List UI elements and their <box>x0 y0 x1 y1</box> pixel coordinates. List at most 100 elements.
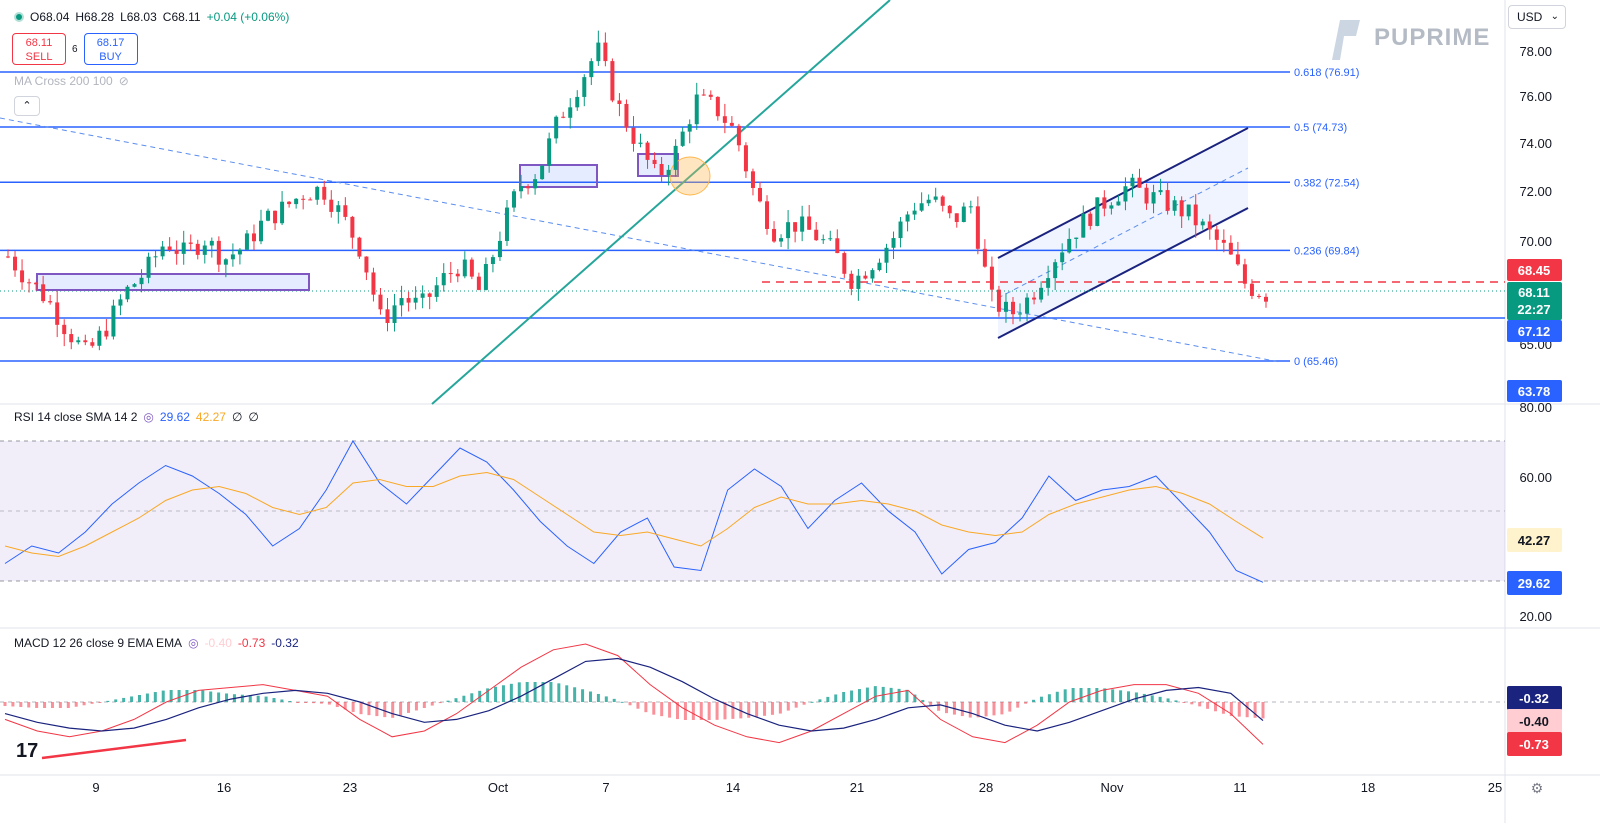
currency-selector[interactable]: USD ⌄ <box>1508 5 1566 29</box>
candle-body[interactable] <box>483 264 488 290</box>
macd-divergence-line[interactable] <box>41 738 187 760</box>
candle-body[interactable] <box>631 127 636 144</box>
rsi-settings-icon[interactable]: ◎ <box>143 410 154 424</box>
candle-body[interactable] <box>1165 190 1170 211</box>
candle-body[interactable] <box>1032 297 1037 300</box>
rsi-plot[interactable] <box>4 440 1264 583</box>
highlight-circle[interactable] <box>669 156 711 196</box>
candle-body[interactable] <box>476 276 481 290</box>
candle-body[interactable] <box>1018 313 1023 315</box>
candle-body[interactable] <box>722 116 727 123</box>
candle-body[interactable] <box>772 228 777 242</box>
channel-upper-line[interactable] <box>997 127 1249 259</box>
candle-body[interactable] <box>1235 254 1240 265</box>
candle-body[interactable] <box>708 94 713 97</box>
candle-body[interactable] <box>1221 239 1226 243</box>
candle-body[interactable] <box>6 256 10 258</box>
rsi-line[interactable] <box>4 440 1264 583</box>
candle-body[interactable] <box>301 198 306 200</box>
candle-body[interactable] <box>828 238 833 240</box>
candle-body[interactable] <box>97 330 102 346</box>
candle-body[interactable] <box>645 142 650 160</box>
candle-body[interactable] <box>687 124 692 132</box>
candle-body[interactable] <box>434 285 439 297</box>
candle-body[interactable] <box>800 216 805 232</box>
macd-signal-line[interactable] <box>4 657 1264 732</box>
candlestick-series[interactable] <box>6 30 1268 351</box>
candle-body[interactable] <box>765 201 770 229</box>
channel-lower-line[interactable] <box>997 207 1249 339</box>
candle-body[interactable] <box>420 293 425 298</box>
candle-body[interactable] <box>111 305 116 337</box>
macd-plot[interactable] <box>3 643 1265 745</box>
candle-body[interactable] <box>884 247 889 263</box>
rsi-legend[interactable]: RSI 14 close SMA 14 2 ◎ 29.62 42.27 ∅ ∅ <box>14 410 259 424</box>
candle-body[interactable] <box>701 94 706 96</box>
candle-body[interactable] <box>1081 213 1086 238</box>
candle-body[interactable] <box>715 96 720 117</box>
candle-body[interactable] <box>280 201 285 224</box>
candle-body[interactable] <box>146 256 151 278</box>
candle-body[interactable] <box>364 256 369 273</box>
candle-body[interactable] <box>1060 252 1065 263</box>
sell-button[interactable]: 68.11 SELL <box>12 33 66 65</box>
candle-body[interactable] <box>561 116 566 118</box>
candle-body[interactable] <box>1144 187 1149 204</box>
candle-body[interactable] <box>1151 192 1156 204</box>
candle-body[interactable] <box>729 122 734 126</box>
tradingview-logo-icon[interactable]: 17 <box>16 740 39 762</box>
candle-body[interactable] <box>160 246 165 257</box>
candle-body[interactable] <box>462 259 467 277</box>
consolidation-box-2[interactable] <box>519 164 598 188</box>
candle-body[interactable] <box>666 169 671 175</box>
candle-body[interactable] <box>996 289 1001 312</box>
candle-body[interactable] <box>1256 295 1261 297</box>
collapse-legend-button[interactable]: ⌃ <box>14 96 40 116</box>
candle-body[interactable] <box>617 100 622 104</box>
candle-body[interactable] <box>1116 201 1121 206</box>
candle-body[interactable] <box>624 103 629 128</box>
candle-body[interactable] <box>982 248 987 267</box>
candle-body[interactable] <box>244 233 249 250</box>
candle-body[interactable] <box>659 163 664 175</box>
candle-body[interactable] <box>849 273 854 289</box>
candle-body[interactable] <box>251 233 256 242</box>
candle-body[interactable] <box>1200 221 1205 226</box>
candle-body[interactable] <box>814 229 819 241</box>
candle-body[interactable] <box>905 214 910 222</box>
candle-body[interactable] <box>1249 283 1254 296</box>
candle-body[interactable] <box>947 205 952 214</box>
candle-body[interactable] <box>519 186 524 192</box>
candle-body[interactable] <box>891 238 896 248</box>
candle-body[interactable] <box>933 196 938 200</box>
candle-body[interactable] <box>793 222 798 232</box>
macd-settings-icon[interactable]: ◎ <box>188 636 199 650</box>
candle-body[interactable] <box>1228 242 1233 255</box>
candle-body[interactable] <box>554 116 559 139</box>
candle-body[interactable] <box>497 240 502 258</box>
candle-body[interactable] <box>1095 197 1100 226</box>
candle-body[interactable] <box>104 330 109 337</box>
candle-body[interactable] <box>1088 213 1093 226</box>
candle-body[interactable] <box>533 179 538 189</box>
candle-body[interactable] <box>195 243 200 255</box>
candle-body[interactable] <box>954 213 959 222</box>
candle-body[interactable] <box>582 77 587 97</box>
candle-body[interactable] <box>526 186 531 189</box>
candle-body[interactable] <box>48 301 53 303</box>
candle-body[interactable] <box>230 254 235 260</box>
candle-body[interactable] <box>919 203 924 211</box>
candle-body[interactable] <box>694 94 699 125</box>
candle-body[interactable] <box>223 259 228 265</box>
candle-body[interactable] <box>83 340 88 343</box>
candle-body[interactable] <box>385 309 390 323</box>
candle-body[interactable] <box>336 205 341 212</box>
eye-hidden-icon[interactable]: ⊘ <box>118 74 129 88</box>
candle-body[interactable] <box>427 293 432 297</box>
candle-body[interactable] <box>638 142 643 144</box>
candle-body[interactable] <box>413 297 418 303</box>
candle-body[interactable] <box>308 199 313 201</box>
ascending-trendline[interactable] <box>431 0 891 405</box>
candle-body[interactable] <box>1053 262 1058 279</box>
candle-body[interactable] <box>504 207 509 241</box>
